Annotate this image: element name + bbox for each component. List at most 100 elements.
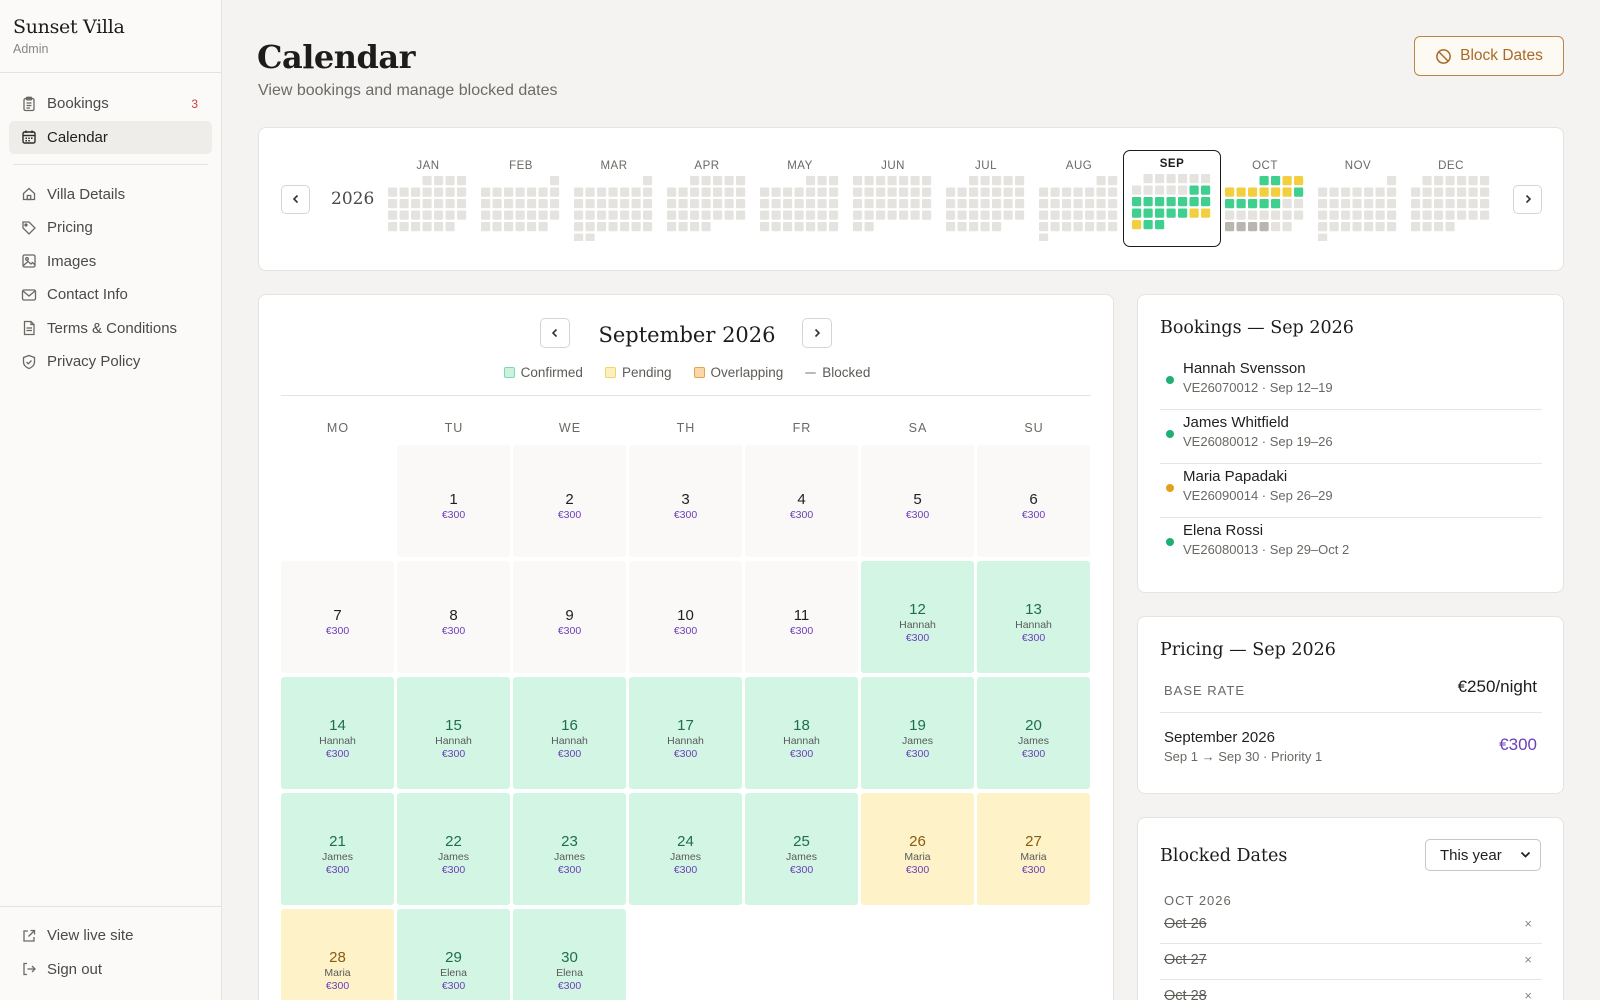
mini-day-cell bbox=[1050, 199, 1060, 209]
remove-blocked-date-button[interactable]: × bbox=[1524, 988, 1532, 1000]
view-live-site-link[interactable]: View live site bbox=[9, 919, 212, 952]
nav-item-bookings[interactable]: Bookings 3 bbox=[9, 87, 212, 120]
calendar-day-22[interactable]: 22 James €300 bbox=[397, 793, 510, 905]
booking-list-item[interactable]: Hannah Svensson VE26070012 · Sep 12–19 bbox=[1160, 356, 1542, 410]
nav-item-villa-details[interactable]: Villa Details bbox=[9, 178, 212, 211]
mini-day-cell bbox=[1189, 208, 1199, 218]
mini-day-cell bbox=[1468, 199, 1478, 209]
day-price: €300 bbox=[441, 748, 466, 760]
mini-month-may[interactable]: MAY bbox=[757, 154, 843, 244]
booking-list-item[interactable]: James Whitfield VE26080012 · Sep 19–26 bbox=[1160, 410, 1542, 464]
day-number: 4 bbox=[797, 491, 806, 508]
blocked-range-select[interactable]: This year bbox=[1425, 839, 1541, 871]
remove-blocked-date-button[interactable]: × bbox=[1524, 952, 1532, 967]
weekday-header: SU bbox=[1024, 421, 1044, 435]
calendar-day-30[interactable]: 30 Elena €300 bbox=[513, 909, 626, 1000]
calendar-day-20[interactable]: 20 James €300 bbox=[977, 677, 1090, 789]
next-month-button[interactable] bbox=[802, 318, 832, 348]
booking-list-item[interactable]: Elena Rossi VE26080013 · Sep 29–Oct 2 bbox=[1160, 518, 1542, 572]
calendar-day-16[interactable]: 16 Hannah €300 bbox=[513, 677, 626, 789]
calendar-divider bbox=[281, 395, 1091, 396]
next-year-button[interactable] bbox=[1513, 185, 1542, 214]
calendar-day-2[interactable]: 2 €300 bbox=[513, 445, 626, 557]
mini-month-mar[interactable]: MAR bbox=[571, 154, 657, 244]
mini-day-cell bbox=[1259, 222, 1269, 232]
calendar-day-24[interactable]: 24 James €300 bbox=[629, 793, 742, 905]
nav-item-images[interactable]: Images bbox=[9, 245, 212, 278]
calendar-day-10[interactable]: 10 €300 bbox=[629, 561, 742, 673]
nav-item-terms[interactable]: Terms & Conditions bbox=[9, 312, 212, 345]
prev-month-button[interactable] bbox=[540, 318, 570, 348]
day-price: €300 bbox=[673, 625, 698, 637]
calendar-day-13[interactable]: 13 Hannah €300 bbox=[977, 561, 1090, 673]
calendar-day-18[interactable]: 18 Hannah €300 bbox=[745, 677, 858, 789]
calendar-day-29[interactable]: 29 Elena €300 bbox=[397, 909, 510, 1000]
calendar-day-5[interactable]: 5 €300 bbox=[861, 445, 974, 557]
calendar-day-9[interactable]: 9 €300 bbox=[513, 561, 626, 673]
calendar-day-6[interactable]: 6 €300 bbox=[977, 445, 1090, 557]
day-guest: James bbox=[322, 851, 353, 863]
blocked-range-value: This year bbox=[1440, 846, 1502, 864]
mini-day-cell bbox=[992, 199, 1002, 209]
day-guest: Hannah bbox=[667, 735, 704, 747]
mini-month-jun[interactable]: JUN bbox=[850, 154, 936, 244]
prev-year-button[interactable] bbox=[281, 185, 310, 214]
calendar-day-27[interactable]: 27 Maria €300 bbox=[977, 793, 1090, 905]
mini-month-nov[interactable]: NOV bbox=[1315, 154, 1401, 244]
mini-day-cell bbox=[829, 199, 839, 209]
calendar-day-19[interactable]: 19 James €300 bbox=[861, 677, 974, 789]
mini-month-oct[interactable]: OCT bbox=[1222, 154, 1308, 244]
mini-month-jan[interactable]: JAN bbox=[385, 154, 471, 244]
mini-day-cell bbox=[492, 222, 502, 232]
sign-out-button[interactable]: Sign out bbox=[9, 953, 212, 986]
calendar-day-28[interactable]: 28 Maria €300 bbox=[281, 909, 394, 1000]
mini-day-cell bbox=[946, 187, 956, 197]
mini-day-cell bbox=[457, 210, 467, 220]
mini-day-cell bbox=[574, 233, 584, 241]
mini-day-cell bbox=[1341, 210, 1351, 220]
blocked-date-row: Oct 26 × bbox=[1160, 908, 1542, 944]
mini-day-cell bbox=[1457, 199, 1467, 209]
booking-list-item[interactable]: Maria Papadaki VE26090014 · Sep 26–29 bbox=[1160, 464, 1542, 518]
mini-day-cell bbox=[1352, 210, 1362, 220]
mini-day-cell bbox=[1387, 187, 1397, 197]
mini-month-aug[interactable]: AUG bbox=[1036, 154, 1122, 244]
nav-item-contact-info[interactable]: Contact Info bbox=[9, 278, 212, 311]
calendar-day-15[interactable]: 15 Hannah €300 bbox=[397, 677, 510, 789]
mini-month-dec[interactable]: DEC bbox=[1408, 154, 1494, 244]
block-dates-button[interactable]: Block Dates bbox=[1414, 36, 1564, 76]
nav-item-privacy[interactable]: Privacy Policy bbox=[9, 345, 212, 378]
day-guest: James bbox=[1018, 735, 1049, 747]
bookings-count-badge: 3 bbox=[191, 96, 198, 111]
mini-day-cell bbox=[1132, 197, 1142, 207]
calendar-day-14[interactable]: 14 Hannah €300 bbox=[281, 677, 394, 789]
calendar-day-21[interactable]: 21 James €300 bbox=[281, 793, 394, 905]
remove-blocked-date-button[interactable]: × bbox=[1524, 916, 1532, 931]
calendar-day-8[interactable]: 8 €300 bbox=[397, 561, 510, 673]
mini-day-cell bbox=[1039, 233, 1049, 241]
calendar-day-17[interactable]: 17 Hannah €300 bbox=[629, 677, 742, 789]
nav-item-calendar[interactable]: Calendar bbox=[9, 120, 212, 154]
calendar-day-11[interactable]: 11 €300 bbox=[745, 561, 858, 673]
calendar-day-7[interactable]: 7 €300 bbox=[281, 561, 394, 673]
calendar-day-23[interactable]: 23 James €300 bbox=[513, 793, 626, 905]
calendar-day-25[interactable]: 25 James €300 bbox=[745, 793, 858, 905]
mini-day-cell bbox=[1015, 187, 1025, 197]
nav-item-pricing[interactable]: Pricing bbox=[9, 211, 212, 244]
mini-month-sep[interactable]: SEP bbox=[1123, 150, 1221, 247]
mini-day-cell bbox=[1387, 222, 1397, 232]
calendar-day-3[interactable]: 3 €300 bbox=[629, 445, 742, 557]
mini-month-feb[interactable]: FEB bbox=[478, 154, 564, 244]
mini-day-cell bbox=[1364, 222, 1374, 232]
mini-day-cell bbox=[922, 199, 932, 209]
calendar-day-4[interactable]: 4 €300 bbox=[745, 445, 858, 557]
chevron-right-icon bbox=[812, 326, 822, 341]
mini-month-jul[interactable]: JUL bbox=[943, 154, 1029, 244]
page-title: Calendar bbox=[257, 38, 415, 76]
calendar-day-12[interactable]: 12 Hannah €300 bbox=[861, 561, 974, 673]
day-price: €300 bbox=[1021, 509, 1046, 521]
calendar-day-1[interactable]: 1 €300 bbox=[397, 445, 510, 557]
calendar-day-26[interactable]: 26 Maria €300 bbox=[861, 793, 974, 905]
mini-month-apr[interactable]: APR bbox=[664, 154, 750, 244]
day-number: 29 bbox=[445, 949, 462, 966]
